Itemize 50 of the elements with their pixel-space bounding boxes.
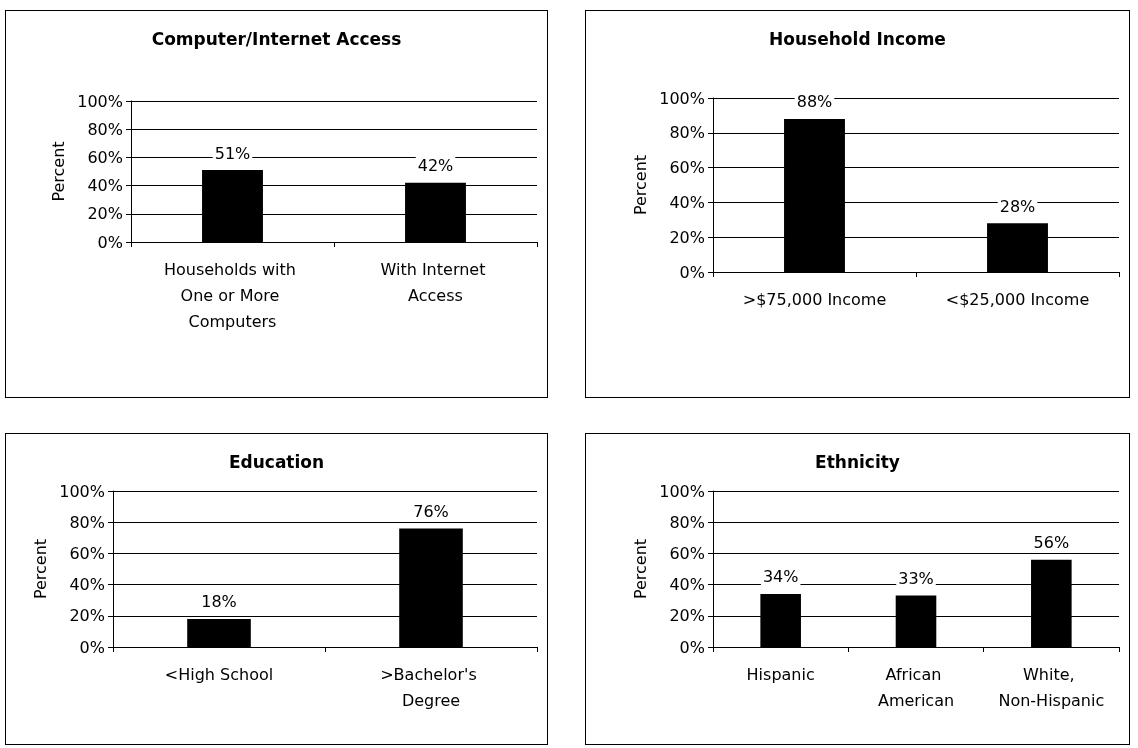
x-tick-label: >$75,000 Income	[742, 289, 887, 309]
y-tick-label: 60%	[669, 543, 705, 563]
y-tick-label: 0%	[679, 262, 705, 282]
y-axis-title: Percent	[630, 154, 650, 216]
y-tick-label: 80%	[87, 119, 123, 139]
data-label: 88%	[796, 92, 833, 112]
data-label: 33%	[898, 569, 934, 589]
data-label: 51%	[214, 143, 251, 163]
y-tick-label: 40%	[87, 176, 123, 196]
y-tick-label: 100%	[77, 91, 123, 111]
y-tick-label: 80%	[69, 512, 105, 532]
y-tick-label: 80%	[669, 512, 705, 532]
y-tick-label: 60%	[669, 158, 705, 178]
y-tick-label: 0%	[79, 637, 105, 657]
y-tick-label: 100%	[659, 481, 705, 501]
x-tick-label: African American	[877, 664, 955, 710]
chart-title: Education	[228, 451, 325, 472]
y-tick-label: 60%	[87, 147, 123, 167]
x-tick-label: >Bachelor's Degree	[380, 664, 482, 710]
x-tick-label: <High School	[164, 664, 274, 684]
y-tick-label: 100%	[59, 481, 105, 501]
y-tick-label: 0%	[97, 232, 123, 252]
chart-title: Computer/Internet Access	[151, 28, 402, 49]
y-tick-label: 20%	[69, 606, 105, 626]
chart-title: Household Income	[769, 28, 946, 49]
data-label: 56%	[1033, 533, 1070, 553]
y-tick-label: 100%	[659, 88, 705, 108]
x-tick-label: With Internet Access	[380, 259, 491, 305]
data-label: 76%	[413, 501, 449, 521]
y-tick-label: 40%	[669, 575, 705, 595]
y-tick-label: 20%	[669, 606, 705, 626]
y-tick-label: 20%	[669, 227, 705, 247]
x-tick-label: White, Non-Hispanic	[998, 664, 1105, 710]
chart-title: Ethnicity	[815, 451, 900, 472]
data-label: 42%	[417, 156, 454, 176]
y-axis-title: Percent	[30, 538, 50, 600]
data-label: 18%	[201, 592, 237, 612]
y-tick-label: 40%	[669, 192, 705, 212]
x-tick-label: Hispanic	[746, 664, 815, 684]
y-tick-label: 60%	[69, 543, 105, 563]
y-tick-label: 80%	[669, 123, 705, 143]
x-tick-label: <$25,000 Income	[945, 289, 1090, 309]
data-label: 28%	[999, 196, 1036, 216]
y-tick-label: 0%	[679, 637, 705, 657]
y-axis-title: Percent	[630, 538, 650, 600]
y-tick-label: 40%	[69, 575, 105, 595]
y-axis-title: Percent	[48, 141, 68, 202]
x-tick-label: Households with One or More Computers	[163, 259, 302, 331]
data-label: 34%	[762, 567, 799, 587]
y-tick-label: 20%	[87, 204, 123, 224]
